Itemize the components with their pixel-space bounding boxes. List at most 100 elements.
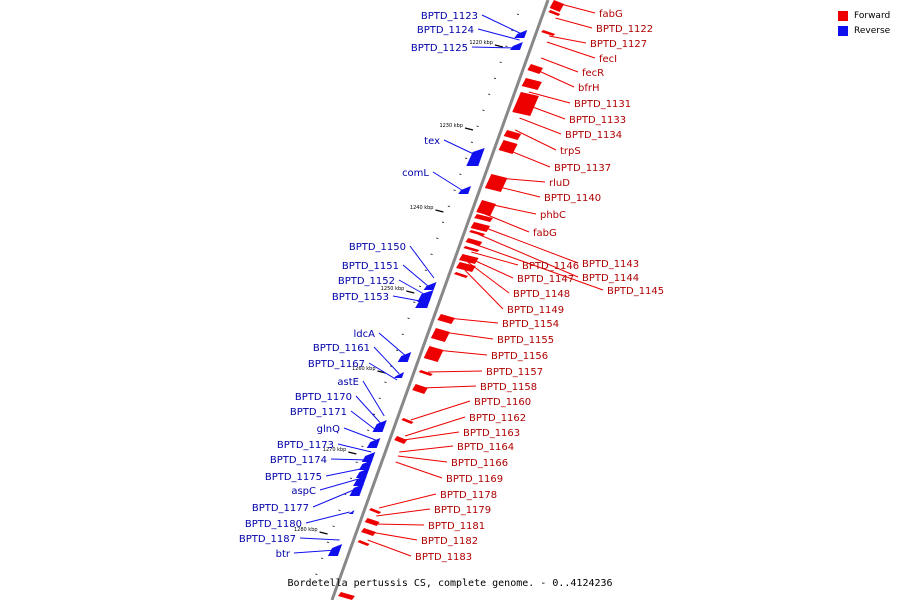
position-marker: [453, 189, 456, 191]
reverse-gene-label: BPTD_1187: [239, 534, 296, 545]
reverse-leader-line: [299, 537, 340, 541]
reverse-gene-label: BPTD_1124: [417, 25, 474, 36]
reverse-leader-line: [293, 549, 337, 554]
forward-leader-line: [373, 523, 425, 526]
forward-gene-label: BPTD_1182: [421, 536, 478, 547]
reverse-leader-line: [392, 295, 426, 303]
forward-leader-line: [395, 461, 443, 479]
axis-tick-mark: [348, 451, 357, 455]
position-marker: [493, 77, 497, 79]
forward-gene-block: [368, 508, 382, 514]
forward-gene-block: [437, 314, 455, 324]
position-marker: [511, 29, 514, 31]
axis-tick-mark: [494, 44, 504, 48]
forward-leader-line: [488, 203, 537, 215]
reverse-gene-block: [423, 282, 437, 290]
forward-gene-block: [484, 174, 508, 192]
forward-gene-label: BPTD_1154: [502, 319, 559, 330]
position-marker: [488, 93, 491, 95]
position-marker: [499, 61, 502, 63]
reverse-leader-line: [443, 139, 479, 157]
forward-gene-block: [394, 436, 408, 444]
reverse-leader-line: [330, 458, 369, 461]
forward-leader-line: [519, 117, 562, 135]
position-marker: [372, 413, 376, 415]
legend: Forward Reverse: [838, 8, 890, 38]
reverse-gene-block: [358, 460, 373, 470]
reverse-gene-label: BPTD_1167: [308, 359, 365, 370]
forward-gene-label: BPTD_1131: [574, 99, 631, 110]
position-marker: [470, 141, 473, 143]
forward-leader-line: [370, 531, 418, 541]
reverse-gene-label: BPTD_1123: [421, 11, 478, 22]
forward-gene-block: [430, 328, 450, 342]
position-marker: [441, 221, 445, 223]
forward-leader-line: [367, 539, 412, 557]
forward-leader-line: [494, 185, 541, 198]
legend-reverse-swatch: [838, 25, 848, 36]
position-marker: [326, 541, 329, 543]
forward-leader-line: [410, 400, 471, 421]
forward-gene-label: BPTD_1181: [428, 521, 485, 532]
reverse-leader-line: [378, 332, 407, 357]
reverse-gene-label: BPTD_1180: [245, 519, 302, 530]
forward-gene-block: [458, 254, 479, 264]
reverse-gene-label: ldcA: [354, 329, 376, 340]
axis-tick-label: 1270 kbp: [323, 447, 347, 453]
position-marker: [459, 173, 462, 175]
reverse-gene-label: BPTD_1174: [270, 455, 327, 466]
forward-leader-line: [536, 69, 575, 88]
forward-gene-label: BPTD_1137: [554, 163, 611, 174]
reverse-gene-label: BPTD_1161: [313, 343, 370, 354]
forward-gene-label: BPTD_1166: [451, 458, 508, 469]
forward-gene-label: bfrH: [578, 83, 600, 94]
reverse-gene-block: [393, 372, 405, 378]
forward-gene-label: BPTD_1140: [544, 193, 601, 204]
forward-leader-line: [548, 35, 587, 44]
forward-leader-line: [514, 129, 557, 151]
position-marker: [413, 301, 416, 303]
forward-gene-label: BPTD_1143: [582, 259, 639, 270]
forward-gene-label: BPTD_1160: [474, 397, 531, 408]
forward-gene-label: BPTD_1122: [596, 24, 653, 35]
reverse-leader-line: [398, 279, 428, 297]
forward-leader-line: [555, 17, 593, 29]
forward-leader-line: [473, 243, 604, 291]
reverse-leader-line: [368, 362, 398, 381]
forward-gene-label: BPTD_1157: [486, 367, 543, 378]
reverse-gene-block: [355, 468, 370, 478]
reverse-leader-line: [481, 14, 522, 35]
position-marker: [424, 269, 427, 271]
forward-gene-block: [338, 592, 355, 600]
forward-leader-line: [471, 251, 519, 266]
reverse-gene-label: aspC: [291, 486, 316, 497]
reverse-gene-block: [397, 352, 412, 362]
position-marker: [401, 333, 404, 335]
reverse-gene-block: [361, 452, 376, 462]
position-marker: [355, 461, 358, 463]
position-marker: [482, 109, 485, 111]
reverse-gene-label: BPTD_1175: [265, 472, 322, 483]
reverse-leader-line: [402, 264, 431, 289]
legend-reverse-label: Reverse: [854, 25, 891, 36]
forward-gene-block: [548, 10, 561, 16]
forward-leader-line: [560, 3, 596, 14]
axis-tick-mark: [464, 127, 474, 131]
forward-gene-label: BPTD_1147: [517, 274, 574, 285]
forward-gene-label: BPTD_1149: [507, 305, 564, 316]
reverse-leader-line: [319, 477, 363, 491]
position-marker: [418, 285, 422, 287]
position-marker: [321, 557, 324, 559]
forward-gene-block: [418, 370, 433, 376]
forward-gene-label: rluD: [549, 178, 570, 189]
reverse-gene-label: BPTD_1151: [342, 261, 399, 272]
forward-leader-line: [477, 233, 579, 278]
position-marker: [338, 509, 341, 511]
forward-gene-label: BPTD_1133: [569, 115, 626, 126]
axis-tick-label: 1280 kbp: [294, 527, 318, 533]
position-marker: [436, 237, 439, 239]
forward-leader-line: [376, 508, 431, 517]
forward-leader-line: [399, 445, 454, 453]
forward-leader-line: [422, 385, 477, 389]
forward-leader-line: [397, 455, 448, 463]
